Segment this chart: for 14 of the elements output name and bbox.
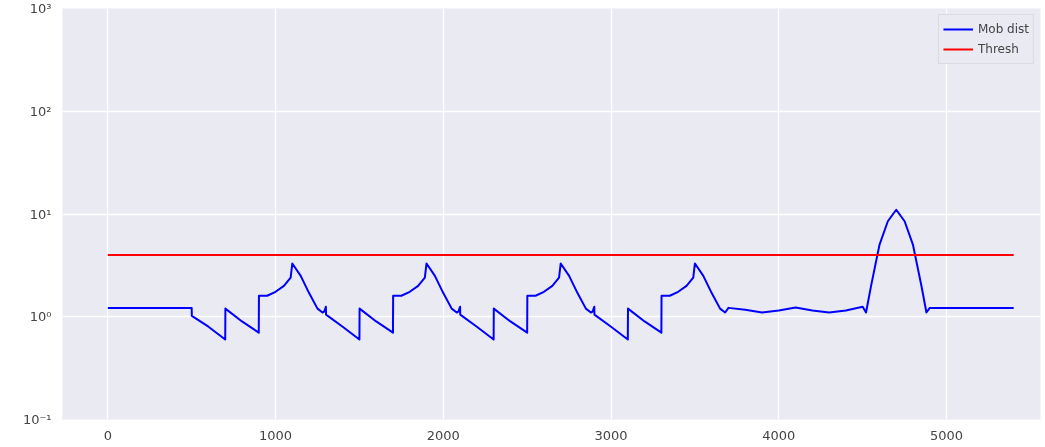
- y-tick-label: 10¹: [29, 206, 52, 222]
- x-tick-label: 4000: [762, 427, 796, 443]
- legend-label: Mob dist: [977, 22, 1029, 36]
- y-tick-label: 10⁰: [29, 309, 52, 325]
- x-tick-label: 2000: [426, 427, 460, 443]
- y-tick-label: 10³: [29, 1, 52, 16]
- x-tick-label: 0: [103, 427, 112, 443]
- y-tick-label: 10⁻¹: [22, 412, 52, 427]
- x-tick-label: 5000: [930, 427, 964, 443]
- y-tick-label: 10²: [29, 103, 52, 119]
- legend-label: Thresh: [977, 42, 1019, 56]
- line-series: [106, 208, 1015, 341]
- x-tick-label: 1000: [259, 427, 293, 443]
- x-tick-label: 3000: [594, 427, 628, 443]
